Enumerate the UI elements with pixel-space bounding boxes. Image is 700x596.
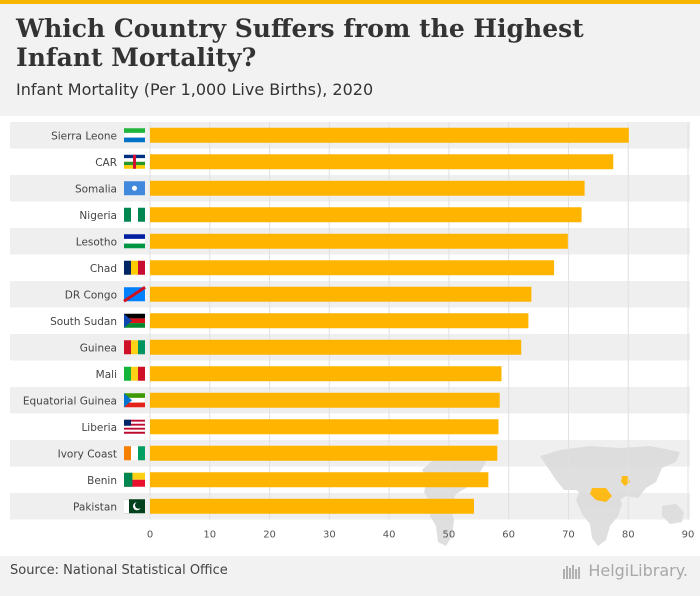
x-tick-label: 0 — [147, 530, 153, 541]
bar — [150, 207, 582, 223]
bar — [150, 313, 529, 329]
category-label: Somalia — [75, 183, 117, 195]
bars — [150, 127, 629, 514]
category-label: Liberia — [81, 422, 117, 434]
flag-icon — [124, 260, 145, 275]
bar — [150, 366, 502, 382]
category-label: Chad — [90, 263, 117, 275]
x-tick-label: 90 — [682, 530, 695, 541]
bar — [150, 445, 498, 461]
map-highlight-africa — [590, 488, 612, 502]
category-label: Benin — [87, 475, 117, 487]
flag-icon — [124, 154, 145, 169]
flag-icon — [124, 234, 145, 249]
flag-icon — [124, 340, 145, 355]
bar — [150, 127, 629, 143]
bar — [150, 392, 500, 408]
bar — [150, 339, 522, 355]
map-europe-asia — [540, 446, 680, 502]
source-note: Source: National Statistical Office — [10, 563, 228, 578]
bar — [150, 419, 499, 435]
flag-icon — [124, 446, 145, 461]
bar — [150, 498, 474, 514]
chart-subtitle: Infant Mortality (Per 1,000 Live Births)… — [16, 80, 374, 99]
chart-panel: Sierra Leone CAR Somalia Nigeria Lesotho Chad… — [0, 116, 700, 556]
map-africa — [576, 482, 622, 546]
category-label: Nigeria — [79, 210, 117, 222]
flag-icons — [123, 128, 146, 514]
category-label: Guinea — [80, 342, 117, 354]
chart-title: Which Country Suffers from the Highest I… — [16, 14, 584, 72]
bar — [150, 472, 489, 488]
x-tick-label: 30 — [323, 530, 336, 541]
library-icon — [563, 564, 581, 579]
flag-icon — [124, 181, 145, 196]
x-tick-label: 80 — [622, 530, 635, 541]
category-labels: Sierra Leone CAR Somalia Nigeria Lesotho Chad… — [23, 130, 117, 513]
flag-icon — [123, 286, 146, 303]
x-tick-label: 20 — [263, 530, 276, 541]
bar — [150, 260, 555, 276]
x-tick-label: 40 — [383, 530, 396, 541]
flag-icon — [124, 207, 145, 222]
category-label: Lesotho — [76, 236, 117, 248]
bar — [150, 286, 532, 302]
category-label: DR Congo — [65, 289, 117, 301]
x-tick-label: 50 — [443, 530, 456, 541]
category-label: Ivory Coast — [58, 448, 117, 460]
x-tick-label: 70 — [562, 530, 575, 541]
helgi-library-logo: HelgiLibrary. — [562, 561, 688, 580]
category-label: Pakistan — [73, 501, 117, 513]
x-tick-labels: 0 10 20 30 40 50 60 70 80 90 — [147, 530, 695, 541]
category-label: South Sudan — [50, 316, 117, 328]
category-label: Mali — [96, 369, 117, 381]
x-tick-label: 60 — [502, 530, 515, 541]
bar — [150, 180, 585, 196]
flag-icon — [124, 366, 145, 381]
category-label: Equatorial Guinea — [23, 395, 117, 407]
top-accent-bar — [0, 0, 700, 4]
map-australia — [662, 504, 684, 524]
bar — [150, 154, 614, 170]
flag-icon — [124, 393, 145, 408]
logo-text: HelgiLibrary. — [588, 561, 688, 580]
bar-chart: Sierra Leone CAR Somalia Nigeria Lesotho Chad… — [10, 122, 695, 546]
x-tick-label: 10 — [203, 530, 216, 541]
flag-icon — [124, 472, 145, 487]
category-label: CAR — [95, 157, 117, 169]
flag-icon — [124, 313, 145, 328]
flag-icon — [124, 499, 145, 514]
bar — [150, 233, 568, 249]
flag-icon — [124, 128, 145, 143]
flag-icon — [124, 419, 145, 434]
category-label: Sierra Leone — [51, 130, 117, 142]
